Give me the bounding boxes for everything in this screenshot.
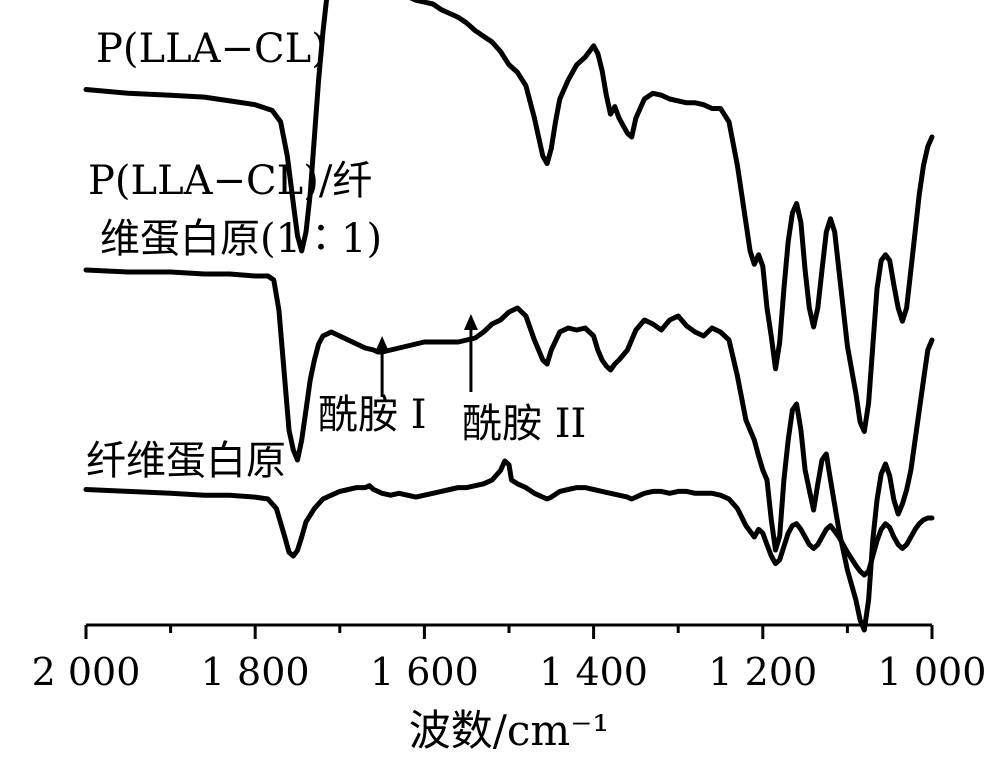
spectra-curves [83,0,935,633]
x-axis-label: 波数/cm⁻¹ [409,706,610,755]
annotations: 酰胺 I 酰胺 II [318,314,586,447]
annotation-arrow-head-1 [375,336,390,352]
x-tick-label-1: 2 000 [32,650,141,694]
x-tick-label-2: 1 800 [201,650,310,694]
x-tick-label-5: 1 200 [708,650,817,694]
series-labels: P(LLA−CL) P(LLA−CL)/纤维蛋白原(1∶1) 纤维蛋白原 [86,26,382,484]
annotation-label-1: 酰胺 I [318,392,427,438]
x-tick-label-4: 1 400 [539,650,648,694]
x-tick-label-3: 1 600 [370,650,479,694]
series-line-3 [83,458,935,578]
annotation-label-2: 酰胺 II [462,401,586,447]
series-label-3-line-1: 纤维蛋白原 [86,438,286,484]
series-label-1-line-1: P(LLA−CL) [96,26,327,72]
series-label-2-line-2: 维蛋白原(1∶1) [100,216,382,262]
annotation-arrow-head-2 [463,314,478,330]
series-label-2-line-1: P(LLA−CL)/纤 [88,158,372,204]
x-tick-label-6: 1 000 [878,650,987,694]
x-axis-ticks: 2 000 1 800 1 600 1 400 1 200 1 000 [32,625,987,694]
series-line-2 [83,267,935,633]
series-line-1 [83,0,935,434]
